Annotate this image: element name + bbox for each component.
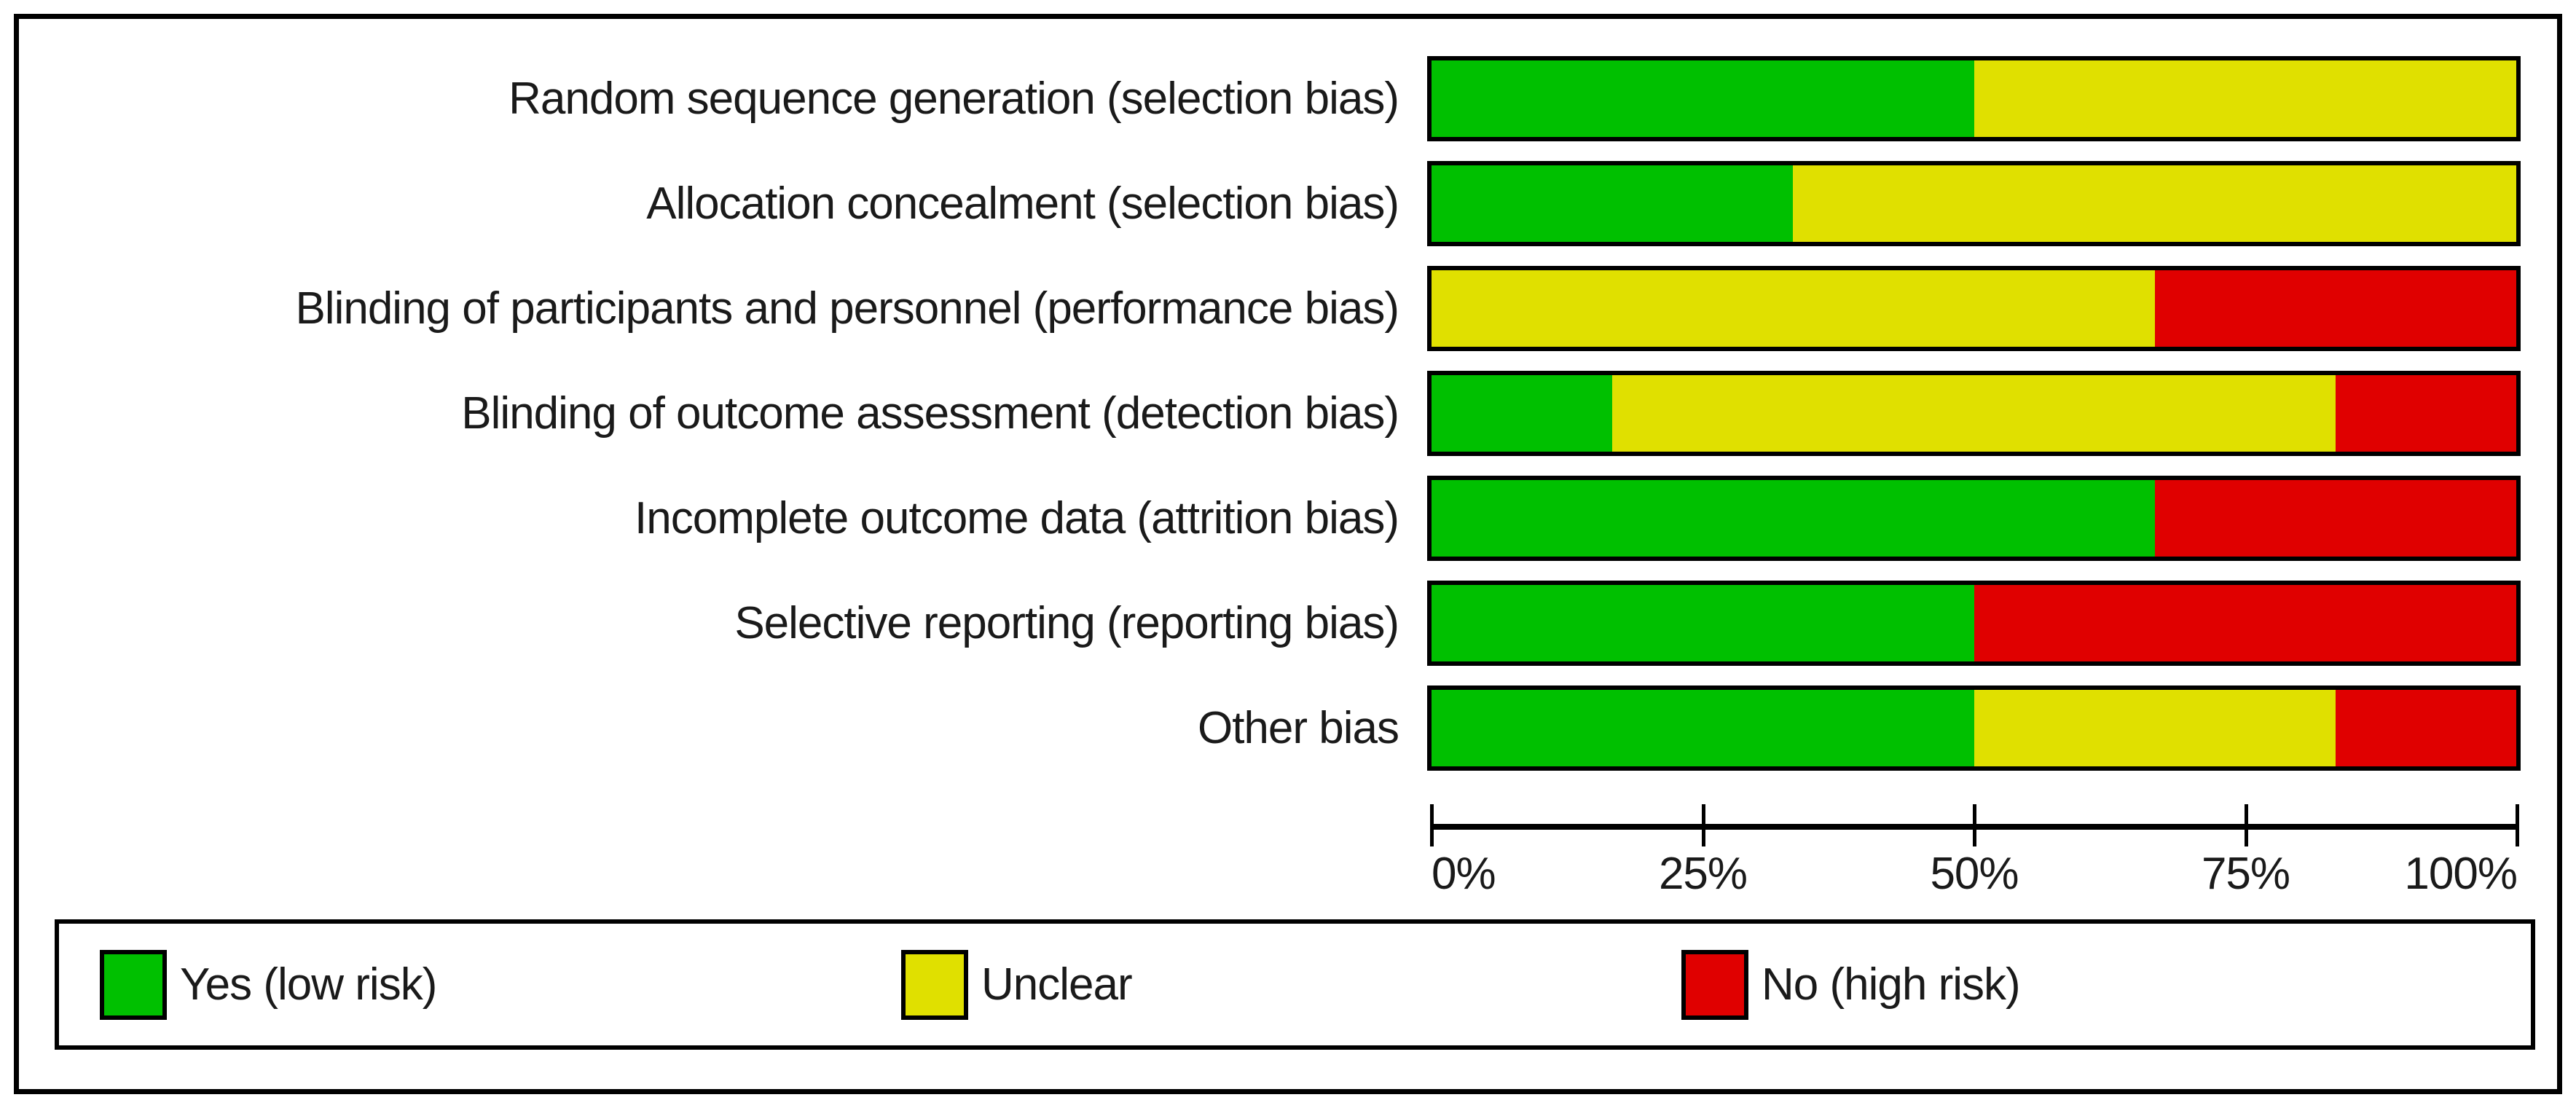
stacked-bar (1427, 161, 2521, 246)
x-axis-tick (2516, 804, 2519, 846)
bars-rows: Random sequence generation (selection bi… (0, 56, 2576, 790)
bar-segment-yes (1432, 60, 1974, 137)
legend-label: No (high risk) (1762, 959, 2021, 1010)
figure-border (14, 14, 2562, 1094)
category-label: Blinding of outcome assessment (detectio… (461, 388, 1399, 439)
bar-segment-unclear (1432, 270, 2155, 347)
bar-segment-yes (1432, 690, 1974, 766)
stacked-bar (1427, 685, 2521, 771)
legend: Yes (low risk) Unclear No (high risk) (55, 919, 2535, 1050)
legend-label: Unclear (981, 959, 1133, 1010)
category-label: Selective reporting (reporting bias) (734, 598, 1399, 648)
category-row: Other bias (0, 685, 2576, 771)
legend-swatch (1681, 949, 1748, 1020)
x-axis-tick-label: 75% (2201, 849, 2290, 899)
x-axis-tick-label: 25% (1658, 849, 1748, 899)
category-row: Allocation concealment (selection bias) (0, 161, 2576, 246)
bar-segment-unclear (1612, 375, 2336, 452)
category-label: Allocation concealment (selection bias) (646, 178, 1399, 229)
legend-swatch (100, 949, 167, 1020)
bar-segment-yes (1432, 585, 1974, 661)
x-axis-tick (1430, 804, 1434, 846)
bar-segment-no (2335, 375, 2516, 452)
legend-item-unclear: Unclear (901, 924, 1133, 1045)
x-axis: 0% 25% 50% 75% 100% (1430, 804, 2519, 906)
bar-segment-no (2335, 690, 2516, 766)
category-label: Other bias (1197, 703, 1399, 753)
category-row: Blinding of outcome assessment (detectio… (0, 371, 2576, 456)
category-label: Blinding of participants and personnel (… (295, 283, 1399, 334)
stacked-bar (1427, 266, 2521, 351)
bar-segment-no (2154, 480, 2516, 557)
x-axis-tick-label: 50% (1930, 849, 2019, 899)
stacked-bar (1427, 581, 2521, 666)
x-axis-tick (2244, 804, 2248, 846)
stacked-bar (1427, 476, 2521, 561)
x-axis-tick-label: 100% (2404, 849, 2518, 899)
bar-segment-yes (1432, 480, 2155, 557)
category-label: Incomplete outcome data (attrition bias) (635, 493, 1399, 543)
category-row: Incomplete outcome data (attrition bias) (0, 476, 2576, 561)
x-axis-tick-label: 0% (1432, 849, 1496, 899)
bar-segment-unclear (1974, 690, 2336, 766)
stacked-bar (1427, 371, 2521, 456)
category-label: Random sequence generation (selection bi… (508, 74, 1399, 124)
category-row: Blinding of participants and personnel (… (0, 266, 2576, 351)
x-axis-tick (1701, 804, 1705, 846)
bar-segment-unclear (1974, 60, 2516, 137)
stacked-bar (1427, 56, 2521, 141)
category-row: Selective reporting (reporting bias) (0, 581, 2576, 666)
bar-segment-no (1974, 585, 2516, 661)
bar-segment-no (2154, 270, 2516, 347)
x-axis-tick (1973, 804, 1976, 846)
legend-item-yes: Yes (low risk) (100, 924, 437, 1045)
bar-segment-unclear (1793, 165, 2516, 242)
legend-label: Yes (low risk) (180, 959, 437, 1010)
bar-segment-yes (1432, 165, 1794, 242)
category-row: Random sequence generation (selection bi… (0, 56, 2576, 141)
bar-segment-yes (1432, 375, 1613, 452)
legend-item-no: No (high risk) (1681, 924, 2021, 1045)
legend-swatch (901, 949, 968, 1020)
